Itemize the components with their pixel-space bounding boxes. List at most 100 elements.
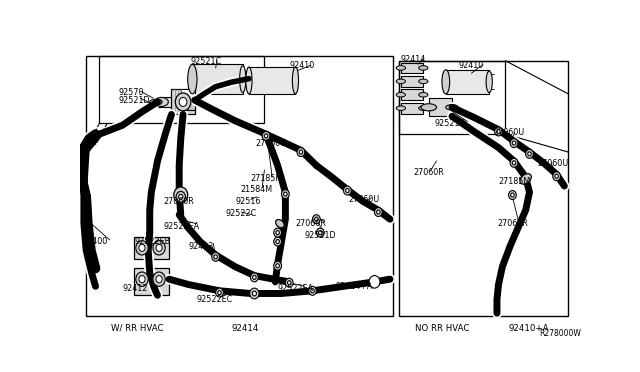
Circle shape: [346, 189, 349, 193]
Circle shape: [511, 193, 514, 197]
Bar: [186, 94, 195, 110]
Text: 92521D: 92521D: [119, 96, 150, 105]
Bar: [249, 67, 296, 94]
Ellipse shape: [246, 67, 252, 94]
Circle shape: [250, 273, 259, 282]
Ellipse shape: [396, 66, 406, 70]
Text: 92522C: 92522C: [226, 209, 257, 218]
Circle shape: [276, 240, 280, 244]
Circle shape: [509, 190, 516, 199]
Text: 92412: 92412: [123, 283, 148, 293]
Bar: [99, 56, 264, 124]
Ellipse shape: [292, 67, 298, 94]
Circle shape: [369, 276, 380, 288]
Bar: [157, 97, 172, 107]
Circle shape: [274, 261, 282, 270]
Bar: [172, 89, 195, 115]
Circle shape: [136, 272, 148, 286]
Text: 21584M: 21584M: [241, 185, 273, 194]
Bar: [401, 103, 423, 113]
Ellipse shape: [369, 278, 380, 286]
Text: 27060R: 27060R: [413, 168, 444, 177]
Text: 92522EC: 92522EC: [196, 295, 232, 304]
Circle shape: [156, 276, 162, 283]
Ellipse shape: [442, 70, 450, 94]
Ellipse shape: [154, 97, 168, 106]
Circle shape: [372, 280, 376, 284]
Circle shape: [285, 278, 293, 287]
Text: W/ RR HVAC: W/ RR HVAC: [111, 324, 163, 333]
Text: 27060R: 27060R: [296, 219, 326, 228]
Text: 92521D: 92521D: [305, 231, 337, 240]
Ellipse shape: [421, 104, 436, 111]
Circle shape: [179, 195, 183, 199]
Ellipse shape: [486, 71, 492, 93]
Ellipse shape: [419, 93, 428, 97]
Ellipse shape: [396, 106, 406, 110]
Text: 27060R: 27060R: [497, 219, 528, 228]
Circle shape: [212, 252, 220, 261]
Circle shape: [316, 228, 324, 237]
Circle shape: [555, 174, 558, 178]
Circle shape: [495, 127, 502, 136]
Text: 92410: 92410: [458, 61, 483, 70]
Circle shape: [344, 186, 351, 195]
Text: 92410+A: 92410+A: [509, 324, 549, 333]
Circle shape: [311, 289, 314, 293]
Text: 92521C: 92521C: [435, 119, 466, 128]
Circle shape: [156, 244, 162, 251]
Text: R278000W: R278000W: [540, 329, 582, 338]
Circle shape: [497, 129, 500, 134]
Circle shape: [287, 281, 291, 285]
Bar: [134, 237, 169, 260]
Circle shape: [274, 237, 282, 246]
Text: 92414: 92414: [401, 55, 426, 64]
Bar: [401, 89, 423, 100]
Circle shape: [319, 231, 322, 235]
Text: 92522EA: 92522EA: [278, 283, 314, 293]
Text: 27060U: 27060U: [537, 159, 568, 168]
Ellipse shape: [188, 64, 197, 94]
Ellipse shape: [419, 66, 428, 70]
Text: 92521C: 92521C: [191, 57, 222, 66]
Circle shape: [139, 244, 145, 251]
Circle shape: [262, 131, 270, 140]
Ellipse shape: [276, 219, 284, 228]
Circle shape: [175, 93, 191, 111]
Circle shape: [308, 286, 316, 295]
Ellipse shape: [150, 100, 157, 104]
Circle shape: [253, 275, 256, 279]
Ellipse shape: [419, 106, 428, 110]
Circle shape: [264, 134, 268, 138]
Text: 92414: 92414: [231, 324, 259, 333]
Circle shape: [136, 241, 148, 255]
Text: NO RR HVAC: NO RR HVAC: [415, 324, 469, 333]
Bar: [446, 70, 489, 94]
Circle shape: [282, 190, 289, 199]
Ellipse shape: [153, 99, 162, 105]
Bar: [401, 62, 423, 73]
Circle shape: [250, 288, 259, 299]
Text: 92400: 92400: [83, 237, 108, 246]
Circle shape: [214, 255, 218, 259]
Bar: [399, 61, 568, 316]
Text: 92570: 92570: [119, 87, 144, 97]
Bar: [401, 76, 423, 87]
Circle shape: [276, 264, 280, 268]
Bar: [429, 98, 452, 116]
Bar: [193, 64, 243, 94]
Text: 92413: 92413: [189, 241, 214, 251]
Circle shape: [376, 210, 380, 214]
Circle shape: [179, 97, 187, 106]
Text: 27185M: 27185M: [499, 177, 531, 186]
Circle shape: [510, 139, 518, 148]
Text: 92410: 92410: [289, 61, 314, 70]
Text: 27060U: 27060U: [493, 128, 524, 137]
Ellipse shape: [520, 174, 531, 184]
Bar: [134, 269, 169, 295]
Circle shape: [139, 276, 145, 283]
Ellipse shape: [446, 105, 458, 110]
Circle shape: [216, 288, 223, 297]
Ellipse shape: [174, 187, 188, 203]
Ellipse shape: [419, 79, 428, 84]
